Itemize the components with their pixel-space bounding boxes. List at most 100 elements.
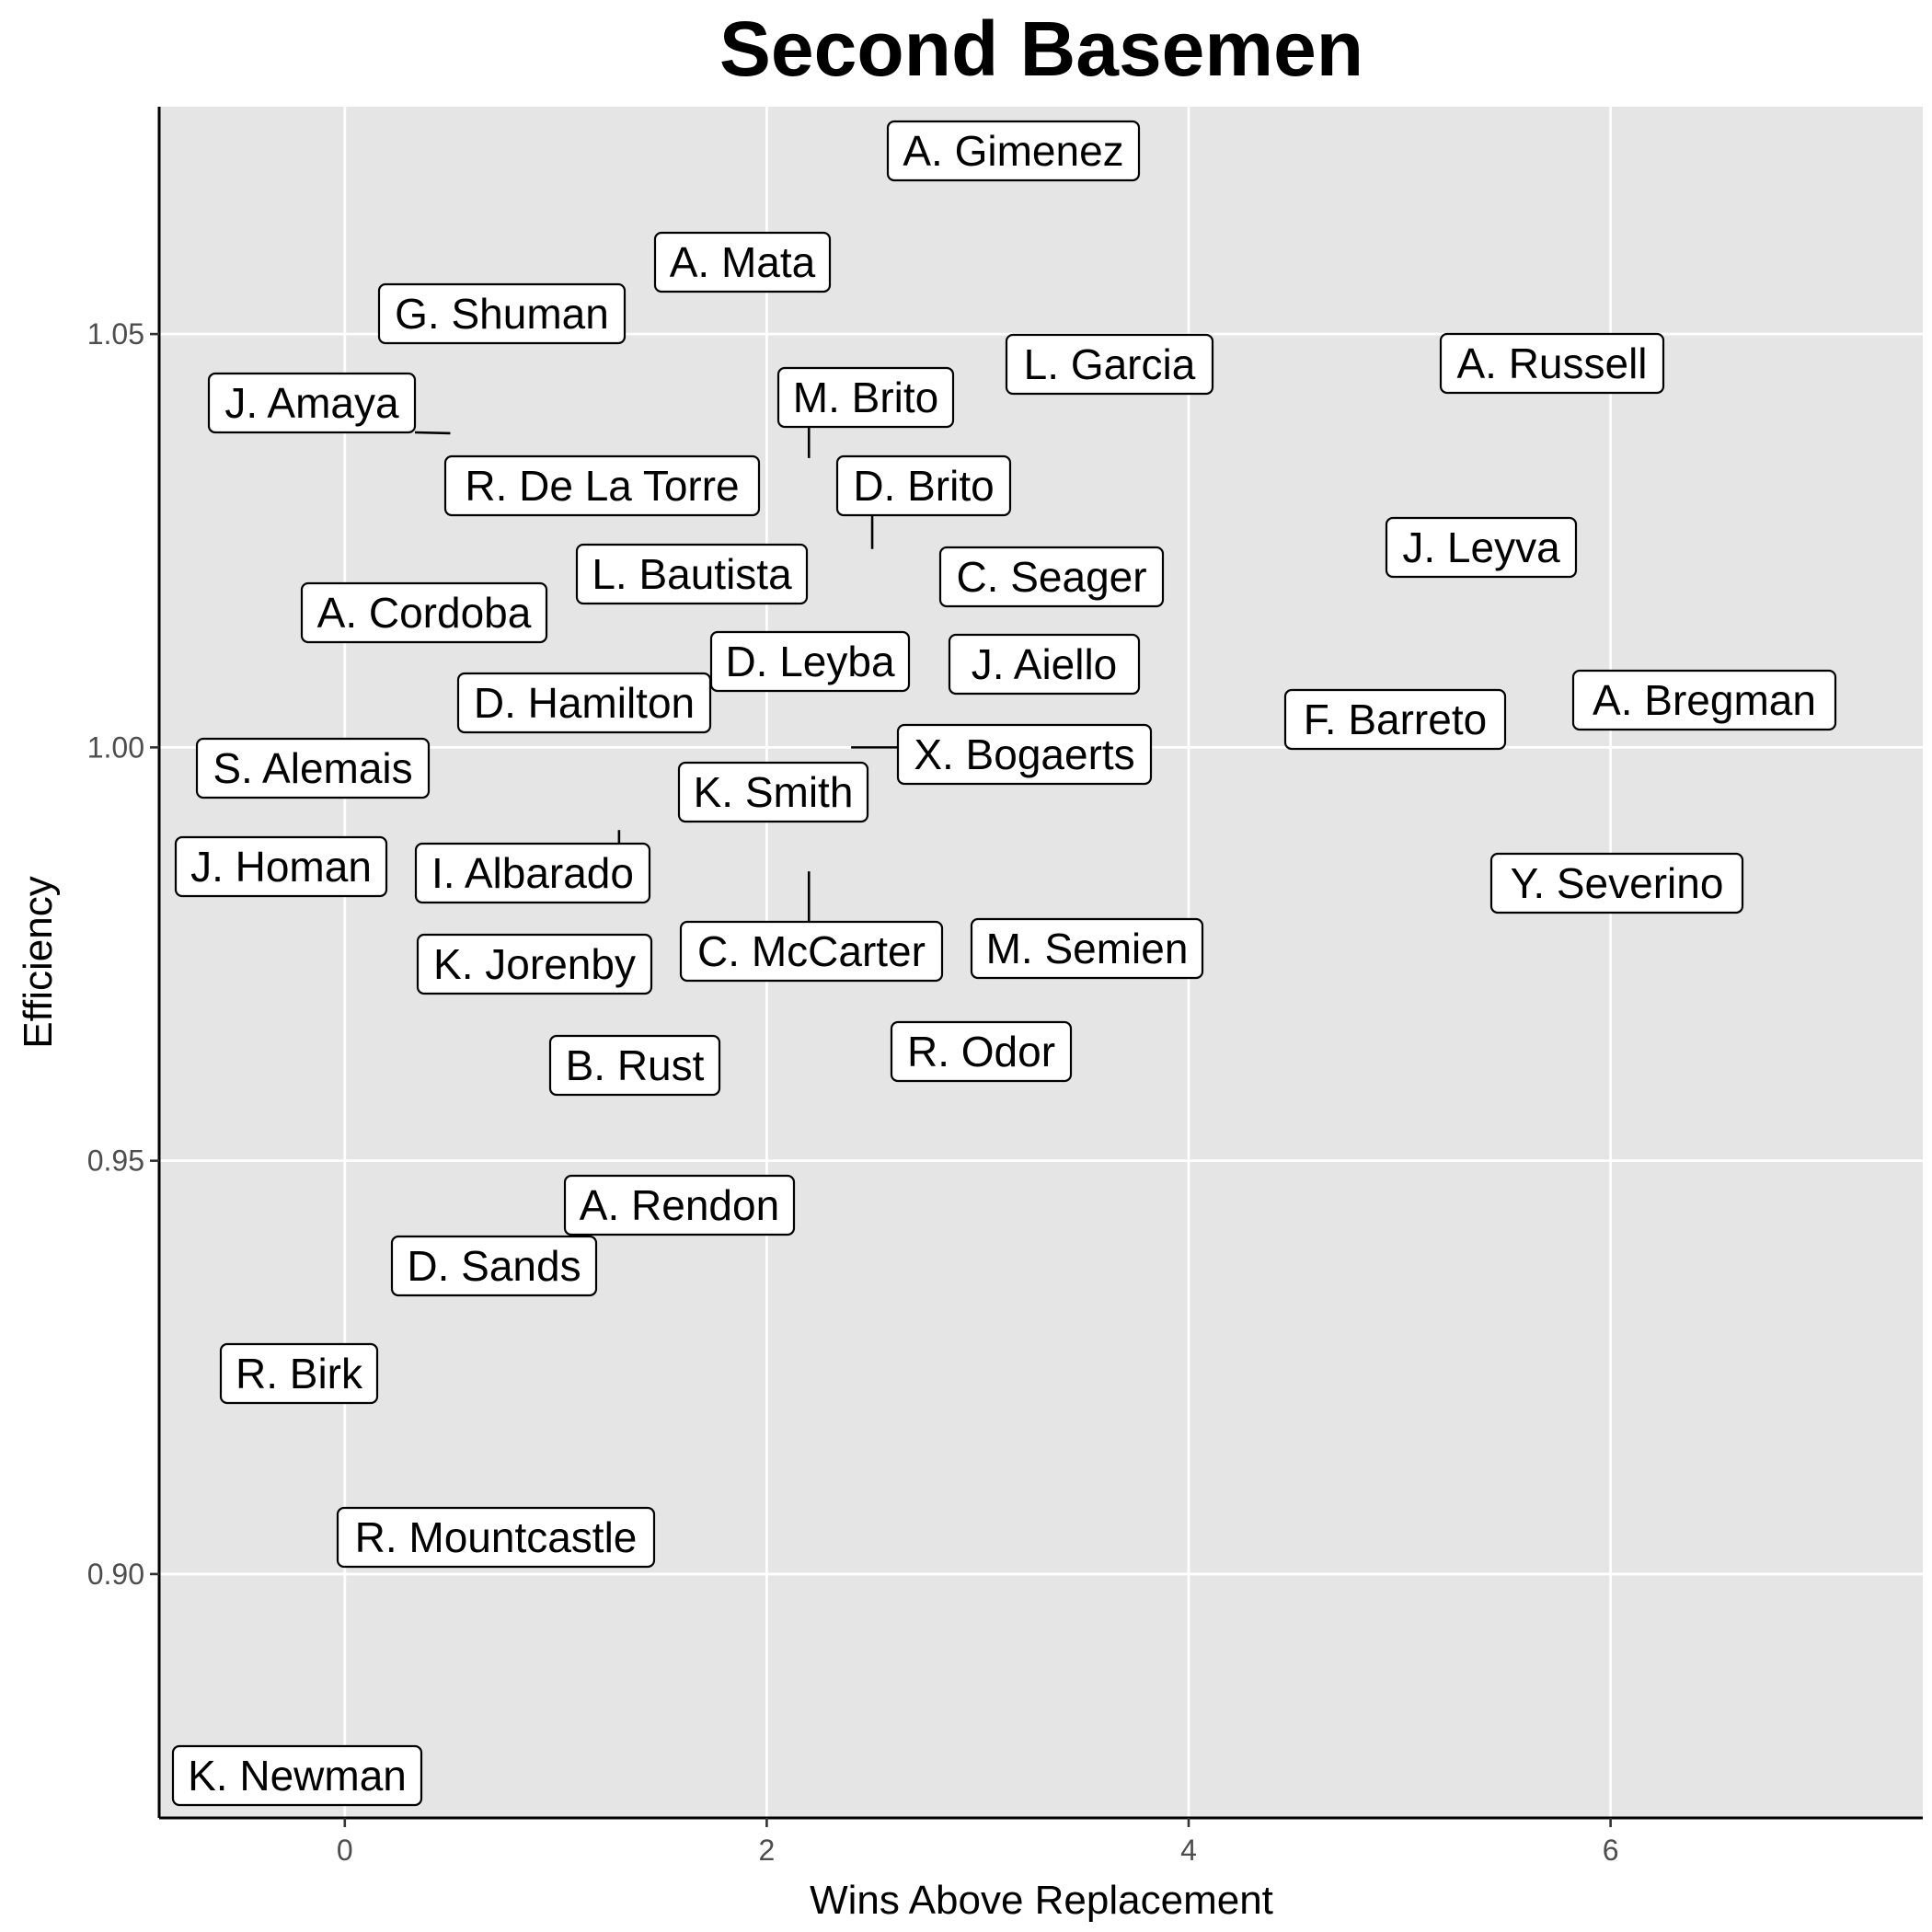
point-label-box bbox=[416, 933, 653, 995]
axis-ticks: 0 2 4 6 0.90 0.95 1.00 1.05 bbox=[87, 317, 1619, 1867]
point-label-box bbox=[575, 543, 809, 605]
point-label-group: X. Bogaerts bbox=[896, 723, 1153, 786]
chart-title: Second Basemen bbox=[719, 6, 1363, 92]
point-label-group: Y. Severino bbox=[1489, 852, 1744, 914]
point-label: D. Leyba bbox=[725, 638, 895, 685]
point-label: L. Garcia bbox=[1024, 340, 1196, 388]
point-label-group: J. Homan bbox=[174, 835, 388, 898]
point-label-box bbox=[1571, 669, 1837, 731]
point-label-group: S. Alemais bbox=[195, 737, 431, 799]
x-tick-label: 4 bbox=[1180, 1834, 1197, 1867]
point-label: A. Bregman bbox=[1593, 676, 1816, 724]
point-label-box bbox=[219, 1342, 379, 1405]
point-label-group: D. Hamilton bbox=[456, 672, 712, 734]
point-label-group: B. Rust bbox=[548, 1034, 721, 1097]
point-label: R. Mountcastle bbox=[355, 1513, 638, 1561]
point-label-box bbox=[948, 633, 1141, 696]
label-leaders bbox=[414, 427, 898, 922]
point-label-group: A. Cordoba bbox=[300, 581, 548, 644]
point-label: Y. Severino bbox=[1511, 859, 1724, 907]
point-label-group: M. Brito bbox=[776, 366, 955, 429]
point-label: B. Rust bbox=[566, 1041, 705, 1089]
point-label-group: A. Bregman bbox=[1571, 669, 1837, 731]
point-label: R. Birk bbox=[236, 1350, 363, 1397]
point-label: L. Bautista bbox=[592, 550, 792, 598]
point-label-box bbox=[653, 231, 832, 293]
y-tick-label: 1.00 bbox=[87, 730, 144, 764]
point-label-group: R. Mountcastle bbox=[336, 1506, 656, 1569]
point-label: J. Amaya bbox=[224, 379, 399, 427]
point-label-group: R. Odor bbox=[890, 1020, 1073, 1083]
point-label: G. Shuman bbox=[395, 290, 609, 338]
point-label-group: A. Gimenez bbox=[886, 120, 1141, 182]
point-label: A. Gimenez bbox=[903, 127, 1123, 175]
point-label-group: G. Shuman bbox=[377, 282, 627, 345]
point-label-box bbox=[195, 737, 431, 799]
point-labels: A. Gimenez A. Mata G. Shuman L. Garcia A. Ru… bbox=[171, 120, 1837, 1807]
point-label-box bbox=[207, 372, 417, 434]
point-label-box bbox=[776, 366, 955, 429]
point-label-group: D. Brito bbox=[835, 454, 1012, 517]
y-tick-label: 1.05 bbox=[87, 317, 144, 351]
point-label-group: R. Birk bbox=[219, 1342, 379, 1405]
point-label: C. McCarter bbox=[697, 927, 926, 975]
point-label: J. Leyva bbox=[1402, 523, 1560, 571]
point-label-box bbox=[336, 1506, 656, 1569]
point-label-group: C. Seager bbox=[938, 546, 1165, 608]
y-tick-label: 0.90 bbox=[87, 1558, 144, 1591]
point-label: J. Aiello bbox=[972, 640, 1118, 688]
point-label-box bbox=[1385, 516, 1578, 579]
point-label-group: J. Aiello bbox=[948, 633, 1141, 696]
point-label: R. Odor bbox=[907, 1028, 1055, 1075]
point-label-box bbox=[414, 842, 651, 904]
point-label: I. Albarado bbox=[431, 849, 634, 897]
point-label-group: K. Jorenby bbox=[416, 933, 653, 995]
point-label-group: A. Rendon bbox=[563, 1174, 796, 1236]
point-label-group: I. Albarado bbox=[414, 842, 651, 904]
point-label-box bbox=[679, 920, 944, 983]
x-tick-label: 6 bbox=[1603, 1834, 1619, 1867]
point-label-box bbox=[890, 1020, 1073, 1083]
point-label-box bbox=[835, 454, 1012, 517]
x-axis-title: Wins Above Replacement bbox=[810, 1878, 1273, 1923]
leader-line bbox=[414, 431, 451, 435]
point-label: F. Barreto bbox=[1304, 696, 1487, 743]
point-label: A. Rendon bbox=[580, 1181, 779, 1229]
point-label-box bbox=[377, 282, 627, 345]
point-label-group: L. Bautista bbox=[575, 543, 809, 605]
point-label-box bbox=[896, 723, 1153, 786]
point-label-box bbox=[456, 672, 712, 734]
point-label-box bbox=[1005, 333, 1214, 396]
point-label-box bbox=[886, 120, 1141, 182]
point-label-group: J. Amaya bbox=[207, 372, 417, 434]
point-label-group: A. Russell bbox=[1439, 332, 1665, 395]
point-label: R. De La Torre bbox=[465, 462, 739, 510]
point-label-group: R. De La Torre bbox=[443, 454, 761, 517]
point-label-group: K. Newman bbox=[171, 1744, 423, 1807]
x-tick-label: 2 bbox=[759, 1834, 776, 1867]
y-axis-title: Efficiency bbox=[16, 876, 61, 1049]
point-label: K. Smith bbox=[694, 768, 854, 816]
y-tick-label: 0.95 bbox=[87, 1144, 144, 1178]
point-label: M. Brito bbox=[793, 374, 938, 421]
point-label: D. Sands bbox=[407, 1242, 581, 1290]
point-label-box bbox=[938, 546, 1165, 608]
point-label: A. Cordoba bbox=[317, 589, 532, 637]
point-label-box bbox=[300, 581, 548, 644]
point-label: K. Newman bbox=[188, 1752, 407, 1800]
point-label-box bbox=[171, 1744, 423, 1807]
point-label: D. Brito bbox=[853, 462, 994, 510]
point-label-box bbox=[390, 1235, 598, 1297]
point-label-box bbox=[970, 917, 1204, 980]
point-label-box bbox=[548, 1034, 721, 1097]
point-label-group: J. Leyva bbox=[1385, 516, 1578, 579]
point-label: A. Russell bbox=[1456, 339, 1647, 387]
point-label-group: D. Sands bbox=[390, 1235, 598, 1297]
point-label-box bbox=[709, 630, 911, 693]
point-label: X. Bogaerts bbox=[914, 730, 1134, 778]
point-label-box bbox=[1439, 332, 1665, 395]
point-label: A. Mata bbox=[670, 238, 816, 286]
point-label-group: C. McCarter bbox=[679, 920, 944, 983]
point-label-group: M. Semien bbox=[970, 917, 1204, 980]
